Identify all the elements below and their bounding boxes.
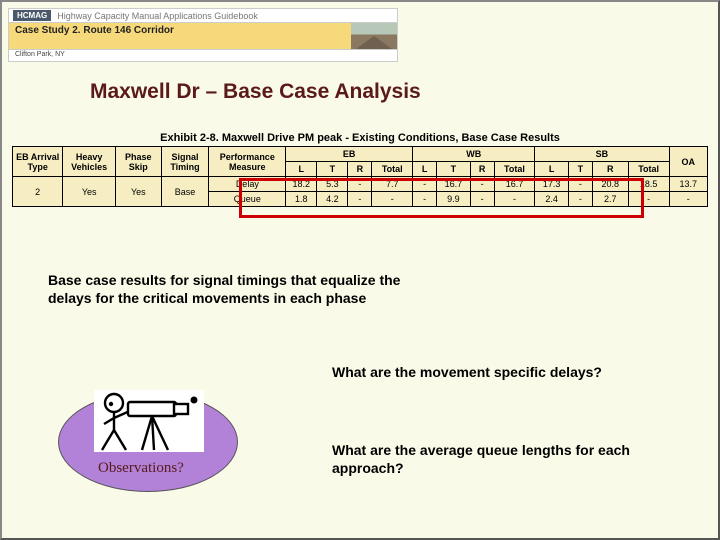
col-phase: Phase Skip <box>116 147 162 177</box>
col-signal: Signal Timing <box>161 147 209 177</box>
header-subtitle: Clifton Park, NY <box>9 50 397 61</box>
cell: - <box>372 192 413 207</box>
sub-Total3: Total <box>628 162 669 177</box>
cell: 16.7 <box>437 177 471 192</box>
question-queues: What are the average queue lengths for e… <box>332 442 662 477</box>
header-banner: HCMAG Highway Capacity Manual Applicatio… <box>8 8 398 62</box>
sub-R3: R <box>592 162 628 177</box>
cell: 17.3 <box>535 177 569 192</box>
col-eb: EB <box>286 147 413 162</box>
cell: 16.7 <box>494 177 535 192</box>
sub-T3: T <box>568 162 592 177</box>
results-table: EB Arrival Type Heavy Vehicles Phase Ski… <box>12 146 708 207</box>
road-thumbnail <box>351 23 397 49</box>
col-measure: Performance Measure <box>209 147 286 177</box>
header-top-row: HCMAG Highway Capacity Manual Applicatio… <box>9 9 397 22</box>
cell: - <box>568 177 592 192</box>
cell-measure-queue: Queue <box>209 192 286 207</box>
cell: 20.8 <box>592 177 628 192</box>
cell: - <box>470 192 494 207</box>
cell: - <box>413 177 437 192</box>
sub-T2: T <box>437 162 471 177</box>
observations-label: Observations? <box>98 460 184 477</box>
cell: 18.2 <box>286 177 317 192</box>
cell: - <box>669 192 707 207</box>
cell: - <box>470 177 494 192</box>
sub-T: T <box>317 162 348 177</box>
cell: - <box>494 192 535 207</box>
exhibit-caption: Exhibit 2-8. Maxwell Drive PM peak - Exi… <box>12 132 708 144</box>
sub-Total2: Total <box>494 162 535 177</box>
cell: - <box>348 192 372 207</box>
cell: - <box>568 192 592 207</box>
hcmag-badge: HCMAG <box>13 10 51 21</box>
observations-bubble: Observations? <box>58 382 238 502</box>
table-row-delay: 2 Yes Yes Base Delay 18.2 5.3 - 7.7 - 16… <box>13 177 708 192</box>
cell-phase: Yes <box>116 177 162 207</box>
col-oa: OA <box>669 147 707 177</box>
header-top-text: Highway Capacity Manual Applications Gui… <box>57 11 258 21</box>
telescope-icon <box>94 390 204 452</box>
cell: 18.5 <box>628 177 669 192</box>
cell-measure-delay: Delay <box>209 177 286 192</box>
exhibit-container: Exhibit 2-8. Maxwell Drive PM peak - Exi… <box>12 132 708 207</box>
header-mid-row: Case Study 2. Route 146 Corridor <box>9 22 397 50</box>
page-title: Maxwell Dr – Base Case Analysis <box>90 80 421 104</box>
cell: 9.9 <box>437 192 471 207</box>
cell-signal: Base <box>161 177 209 207</box>
cell: - <box>413 192 437 207</box>
sub-R: R <box>348 162 372 177</box>
col-wb: WB <box>413 147 535 162</box>
cell: 7.7 <box>372 177 413 192</box>
cell-heavy: Yes <box>63 177 116 207</box>
summary-text: Base case results for signal timings tha… <box>48 272 408 307</box>
cell: 4.2 <box>317 192 348 207</box>
cell: - <box>628 192 669 207</box>
case-study-title: Case Study 2. Route 146 Corridor <box>9 23 351 49</box>
cell: 2.4 <box>535 192 569 207</box>
cell: 13.7 <box>669 177 707 192</box>
question-delays: What are the movement specific delays? <box>332 364 632 382</box>
table-header-row-1: EB Arrival Type Heavy Vehicles Phase Ski… <box>13 147 708 162</box>
col-arrival: EB Arrival Type <box>13 147 63 177</box>
cell: 2.7 <box>592 192 628 207</box>
sub-L3: L <box>535 162 569 177</box>
col-sb: SB <box>535 147 669 162</box>
sub-R2: R <box>470 162 494 177</box>
cell: - <box>348 177 372 192</box>
cell: 1.8 <box>286 192 317 207</box>
sub-L: L <box>286 162 317 177</box>
cell-arrival: 2 <box>13 177 63 207</box>
sub-L2: L <box>413 162 437 177</box>
cell: 5.3 <box>317 177 348 192</box>
sub-Total: Total <box>372 162 413 177</box>
col-heavy: Heavy Vehicles <box>63 147 116 177</box>
